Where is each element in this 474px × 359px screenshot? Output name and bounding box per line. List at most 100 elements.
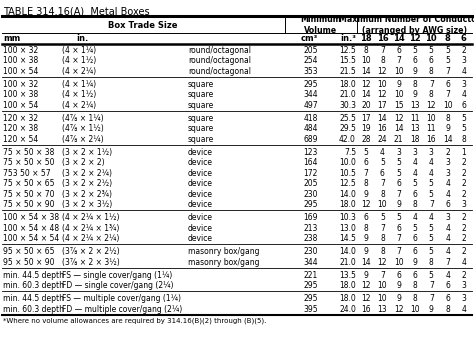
Text: 6: 6 xyxy=(396,179,401,188)
Text: 169: 169 xyxy=(303,213,318,222)
Text: 12: 12 xyxy=(378,258,387,267)
Text: 4: 4 xyxy=(445,190,450,199)
Text: 221: 221 xyxy=(304,271,318,280)
Text: 14.0: 14.0 xyxy=(339,247,356,256)
Text: 4: 4 xyxy=(461,305,466,314)
Text: 8: 8 xyxy=(429,90,434,99)
Text: 18.0: 18.0 xyxy=(339,281,356,290)
Text: 120 × 38: 120 × 38 xyxy=(3,124,38,133)
Text: 5: 5 xyxy=(429,271,434,280)
Text: device: device xyxy=(188,179,213,188)
Text: 5: 5 xyxy=(429,46,434,55)
Text: masonry box/gang: masonry box/gang xyxy=(188,258,259,267)
Text: 5: 5 xyxy=(429,247,434,256)
Text: 8: 8 xyxy=(445,305,450,314)
Text: 2: 2 xyxy=(462,179,466,188)
Text: 4: 4 xyxy=(461,90,466,99)
Text: 10.5: 10.5 xyxy=(339,169,356,178)
Text: 8: 8 xyxy=(364,46,368,55)
Text: 17: 17 xyxy=(378,101,387,110)
Text: 295: 295 xyxy=(303,200,318,209)
Text: 2: 2 xyxy=(462,190,466,199)
Text: 13.0: 13.0 xyxy=(339,224,356,233)
Text: device: device xyxy=(188,148,213,157)
Text: 30.3: 30.3 xyxy=(339,101,356,110)
Text: 5: 5 xyxy=(396,158,401,167)
Text: 10: 10 xyxy=(394,90,403,99)
Text: 8: 8 xyxy=(445,34,450,43)
Text: 5: 5 xyxy=(445,46,450,55)
Text: 7: 7 xyxy=(445,90,450,99)
Text: (4 × 1½): (4 × 1½) xyxy=(62,90,96,99)
Text: in.: in. xyxy=(76,34,88,43)
Text: device: device xyxy=(188,158,213,167)
Text: 7: 7 xyxy=(396,190,401,199)
Text: round/octagonal: round/octagonal xyxy=(188,67,251,76)
Text: 6: 6 xyxy=(412,190,418,199)
Text: 24: 24 xyxy=(378,135,387,144)
Text: (3⅞ × 2 × 2½): (3⅞ × 2 × 2½) xyxy=(62,247,119,256)
Text: 5: 5 xyxy=(380,158,385,167)
Text: 5: 5 xyxy=(412,46,418,55)
Text: 10.0: 10.0 xyxy=(339,158,356,167)
Text: 4: 4 xyxy=(380,148,385,157)
Text: (3 × 2 × 2): (3 × 2 × 2) xyxy=(62,158,105,167)
Text: 4: 4 xyxy=(429,213,434,222)
Text: 13: 13 xyxy=(410,124,420,133)
Text: 15.5: 15.5 xyxy=(339,56,356,65)
Text: 8: 8 xyxy=(429,67,434,76)
Text: 100 × 32: 100 × 32 xyxy=(3,46,38,55)
Text: 3: 3 xyxy=(445,213,450,222)
Text: 8: 8 xyxy=(413,200,418,209)
Text: (3 × 2 × 1½): (3 × 2 × 1½) xyxy=(62,148,112,157)
Text: device: device xyxy=(188,234,213,243)
Text: 418: 418 xyxy=(304,114,318,123)
Text: 14: 14 xyxy=(393,34,405,43)
Text: 21.5: 21.5 xyxy=(339,67,356,76)
Text: 24.0: 24.0 xyxy=(339,305,356,314)
Text: 205: 205 xyxy=(303,179,318,188)
Text: 100 × 38: 100 × 38 xyxy=(3,56,38,65)
Text: 9: 9 xyxy=(396,281,401,290)
Text: 16: 16 xyxy=(361,305,371,314)
Text: 9: 9 xyxy=(396,80,401,89)
Text: 6: 6 xyxy=(445,281,450,290)
Text: device: device xyxy=(188,169,213,178)
Text: 13: 13 xyxy=(410,101,420,110)
Text: 100 × 54 × 48: 100 × 54 × 48 xyxy=(3,224,59,233)
Text: 6: 6 xyxy=(412,271,418,280)
Text: 12: 12 xyxy=(378,90,387,99)
Text: 6: 6 xyxy=(412,247,418,256)
Text: (4 × 1½): (4 × 1½) xyxy=(62,56,96,65)
Text: (4 × 2¼ × 2¼): (4 × 2¼ × 2¼) xyxy=(62,234,119,243)
Text: 6: 6 xyxy=(396,271,401,280)
Text: 4: 4 xyxy=(429,169,434,178)
Text: 205: 205 xyxy=(303,46,318,55)
Text: 238: 238 xyxy=(304,234,318,243)
Text: 164: 164 xyxy=(303,158,318,167)
Text: 6: 6 xyxy=(364,213,369,222)
Text: 230: 230 xyxy=(303,247,318,256)
Text: 344: 344 xyxy=(303,90,318,99)
Text: 8: 8 xyxy=(380,190,385,199)
Text: 484: 484 xyxy=(303,124,318,133)
Text: 3: 3 xyxy=(412,148,418,157)
Text: 295: 295 xyxy=(303,294,318,303)
Text: 12: 12 xyxy=(378,67,387,76)
Text: 100 × 32: 100 × 32 xyxy=(3,80,38,89)
Text: 4: 4 xyxy=(461,258,466,267)
Text: 17: 17 xyxy=(361,114,371,123)
Text: 9: 9 xyxy=(396,200,401,209)
Text: 7.5: 7.5 xyxy=(344,148,356,157)
Text: 8: 8 xyxy=(413,294,418,303)
Text: (3 × 2 × 3½): (3 × 2 × 3½) xyxy=(62,200,112,209)
Text: square: square xyxy=(188,90,214,99)
Text: 18.0: 18.0 xyxy=(339,200,356,209)
Text: 15: 15 xyxy=(394,101,403,110)
Text: 75 × 50 × 65: 75 × 50 × 65 xyxy=(3,179,55,188)
Text: 213: 213 xyxy=(304,224,318,233)
Text: 7: 7 xyxy=(396,234,401,243)
Text: 28: 28 xyxy=(361,135,371,144)
Text: 16: 16 xyxy=(427,135,436,144)
Text: 5: 5 xyxy=(412,179,418,188)
